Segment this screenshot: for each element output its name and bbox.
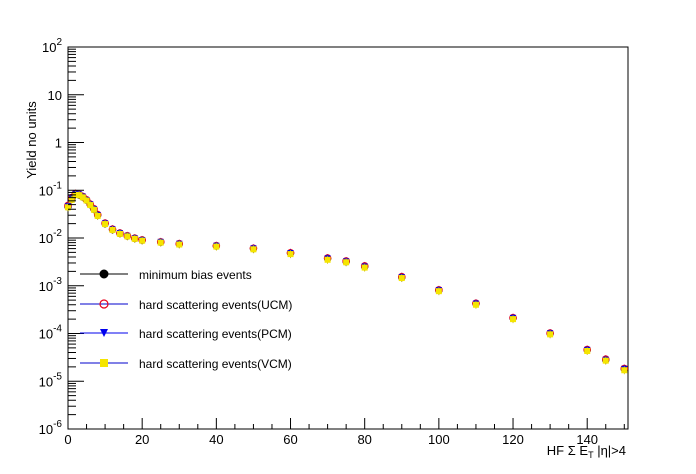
y-tick-base: 1 xyxy=(55,136,62,151)
x-tick-label: 140 xyxy=(576,432,598,447)
data-point xyxy=(76,192,83,199)
data-point xyxy=(213,243,220,250)
legend-marker xyxy=(99,269,109,279)
y-tick-exponent: -5 xyxy=(53,371,62,382)
y-tick-base: 10 xyxy=(39,422,53,437)
x-tick-label: 120 xyxy=(502,432,524,447)
data-point xyxy=(602,357,609,364)
legend-label: minimum bias events xyxy=(139,268,252,282)
y-tick-exponent: 2 xyxy=(56,37,62,48)
data-point xyxy=(83,197,90,204)
x-axis: 0 20 40 60 80 100 120 140 xyxy=(64,418,625,447)
data-point xyxy=(584,348,591,355)
legend-label: hard scattering events(UCM) xyxy=(139,298,292,312)
data-point xyxy=(79,194,86,201)
legend-label: hard scattering events(PCM) xyxy=(139,327,292,341)
y-axis-label: Yield no units xyxy=(24,101,39,179)
x-tick-label: 80 xyxy=(357,432,371,447)
legend-label: hard scattering events(VCM) xyxy=(139,357,292,371)
y-tick-label: 10-4 xyxy=(39,324,63,342)
x-axis-label-part: E xyxy=(576,443,589,458)
y-tick-base: 10 xyxy=(42,40,56,55)
y-tick-base: 10 xyxy=(48,88,62,103)
data-point xyxy=(398,275,405,282)
y-tick-exponent: -2 xyxy=(53,228,62,239)
data-point xyxy=(287,251,294,258)
y-tick-label: 1 xyxy=(55,136,62,151)
series-4 xyxy=(65,190,628,375)
data-point xyxy=(324,256,331,263)
data-layer xyxy=(64,189,629,375)
y-tick-exponent: -6 xyxy=(53,419,62,430)
data-point xyxy=(139,237,146,244)
legend-marker xyxy=(100,359,108,367)
x-axis-label-part: HF xyxy=(547,443,568,458)
y-tick-label: 10-2 xyxy=(39,228,63,246)
legend-marker xyxy=(100,329,108,337)
data-point xyxy=(109,227,116,234)
x-axis-label-part: T xyxy=(588,450,594,460)
x-axis-label: HF Σ ET |η|>4 xyxy=(547,443,626,460)
data-point xyxy=(510,316,517,323)
y-tick-base: 10 xyxy=(39,183,53,198)
data-point xyxy=(472,301,479,308)
data-point xyxy=(68,196,75,203)
x-tick-label: 60 xyxy=(283,432,297,447)
data-point xyxy=(343,259,350,266)
y-tick-label: 10-6 xyxy=(39,419,63,437)
data-point xyxy=(250,246,257,253)
data-point xyxy=(124,233,131,240)
x-tick-label: 40 xyxy=(209,432,223,447)
data-point xyxy=(116,230,123,237)
data-point xyxy=(435,288,442,295)
y-tick-label: 10-3 xyxy=(39,276,63,294)
data-point xyxy=(65,204,71,211)
data-point xyxy=(90,206,97,213)
y-tick-exponent: -3 xyxy=(53,276,62,287)
y-tick-label: 10-5 xyxy=(39,371,63,389)
x-tick-label: 100 xyxy=(428,432,450,447)
data-point xyxy=(361,264,368,271)
data-point xyxy=(621,367,628,374)
x-tick-label: 20 xyxy=(135,432,149,447)
x-axis-label-part: |η|>4 xyxy=(594,443,626,458)
data-point xyxy=(547,331,554,338)
y-tick-base: 10 xyxy=(39,327,53,342)
y-tick-exponent: -1 xyxy=(53,180,62,191)
y-tick-label: 102 xyxy=(42,37,62,55)
data-point xyxy=(176,241,183,248)
x-tick-label: 0 xyxy=(64,432,71,447)
data-point xyxy=(94,212,101,219)
y-tick-base: 10 xyxy=(39,374,53,389)
data-point xyxy=(87,202,94,209)
y-tick-base: 10 xyxy=(39,279,53,294)
data-point xyxy=(102,221,109,228)
data-point xyxy=(131,235,138,242)
plot-frame xyxy=(67,46,629,430)
legend: minimum bias events hard scattering event… xyxy=(80,268,292,371)
y-tick-label: 10 xyxy=(48,88,62,103)
y-tick-label: 10-1 xyxy=(39,180,63,198)
data-point xyxy=(157,239,164,246)
x-axis-label-part: Σ xyxy=(568,443,576,458)
y-tick-base: 10 xyxy=(39,231,53,246)
legend-marker xyxy=(99,299,109,309)
y-tick-exponent: -4 xyxy=(53,324,62,335)
